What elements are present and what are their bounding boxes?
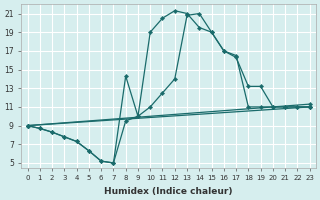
X-axis label: Humidex (Indice chaleur): Humidex (Indice chaleur)	[104, 187, 233, 196]
